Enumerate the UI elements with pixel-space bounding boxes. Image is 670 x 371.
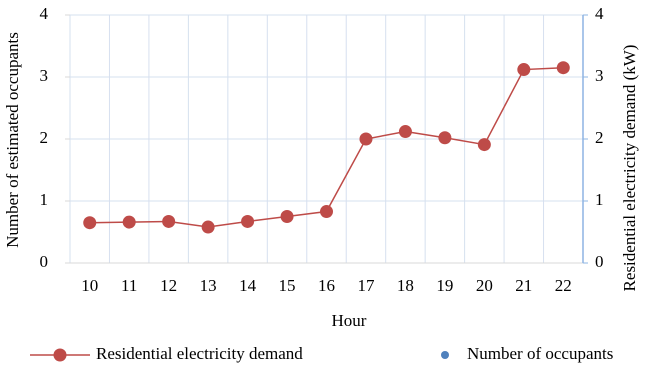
x-tick-label: 19 [436, 276, 453, 295]
y2-tick-label: 3 [595, 66, 604, 85]
data-point [438, 131, 452, 145]
data-point [398, 125, 412, 139]
y-tick-label: 1 [40, 190, 49, 209]
legend-marker [441, 351, 449, 359]
x-tick-label: 10 [81, 276, 98, 295]
x-tick-label: 14 [239, 276, 257, 295]
x-tick-label: 17 [357, 276, 375, 295]
data-point [122, 215, 136, 229]
y2-tick-label: 2 [595, 128, 604, 147]
legend-marker [53, 348, 67, 362]
y-tick-label: 3 [40, 66, 49, 85]
y2-tick-label: 4 [595, 4, 604, 23]
data-point [477, 138, 491, 152]
y-tick-label: 0 [40, 252, 49, 271]
data-point [280, 210, 294, 223]
series-line [89, 66, 564, 228]
x-tick-label: 15 [279, 276, 296, 295]
data-point [162, 214, 176, 228]
data-point [201, 220, 215, 234]
y-tick-label: 4 [40, 4, 49, 23]
x-tick-label: 20 [476, 276, 493, 295]
x-tick-label: 11 [121, 276, 137, 295]
x-tick-label: 16 [318, 276, 335, 295]
x-tick-label: 22 [555, 276, 572, 295]
y2-axis-title: Residential electricity demand (kW) [620, 45, 639, 292]
data-point [517, 63, 531, 77]
x-tick-label: 12 [160, 276, 177, 295]
x-tick-label: 13 [200, 276, 217, 295]
y-axis-title: Number of estimated occupants [3, 32, 22, 248]
y2-tick-label: 1 [595, 190, 604, 209]
x-tick-label: 21 [515, 276, 532, 295]
data-point [241, 214, 255, 228]
x-axis-title: Hour [332, 311, 367, 330]
data-point [359, 132, 373, 146]
data-point [320, 205, 333, 219]
data-point [83, 216, 97, 230]
y2-tick-label: 0 [595, 252, 604, 271]
legend-label: Residential electricity demand [96, 344, 303, 363]
data-point [556, 61, 570, 75]
x-tick-label: 18 [397, 276, 414, 295]
y-tick-label: 2 [40, 128, 49, 147]
legend-label: Number of occupants [467, 344, 613, 363]
